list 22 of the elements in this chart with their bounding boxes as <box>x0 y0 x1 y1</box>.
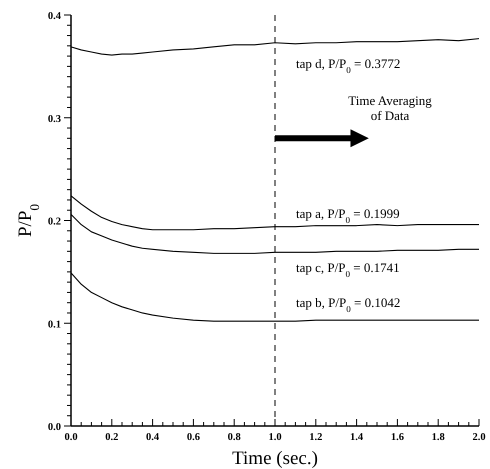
x-axis-title: Time (sec.) <box>232 448 318 469</box>
y-tick-label: 0.4 <box>48 11 62 22</box>
x-tick-label: 1.4 <box>350 432 364 443</box>
x-tick-label: 1.6 <box>390 432 404 443</box>
x-tick-label: 2.0 <box>472 432 486 443</box>
annotation: tap a, P/P$_{0}$ = 0.1999 <box>296 206 400 225</box>
x-tick-label: 0.6 <box>186 432 200 443</box>
x-tick-label: 0.8 <box>228 432 241 443</box>
x-tick-label: 1.2 <box>309 432 322 443</box>
x-tick-label: 0.2 <box>105 432 118 443</box>
annotation: tap c, P/P$_{0}$ = 0.1741 <box>296 260 400 279</box>
annotation: tap b, P/P$_{0}$ = 0.1042 <box>296 295 400 314</box>
x-tick-label: 1.0 <box>268 432 282 443</box>
y-tick-label: 0.1 <box>48 319 61 330</box>
annotation: tap d, P/P$_{0}$ = 0.3772 <box>296 56 400 75</box>
y-tick-label: 0.2 <box>48 216 61 228</box>
annotation: Time Averaging of Data <box>348 93 432 123</box>
y-tick-label: 0.0 <box>48 422 61 433</box>
y-tick-label: 0.3 <box>48 114 61 125</box>
x-tick-label: 1.8 <box>432 432 445 443</box>
x-tick-label: 0.4 <box>146 432 160 443</box>
x-tick-label: 0.0 <box>64 432 78 443</box>
